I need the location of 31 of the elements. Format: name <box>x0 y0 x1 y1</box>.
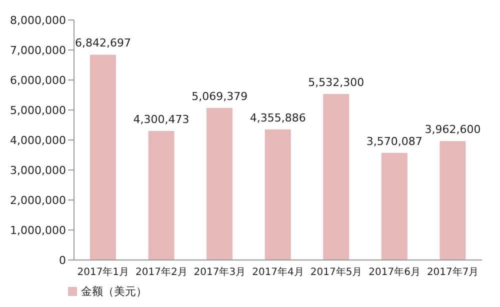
x-tick-label: 2017年4月 <box>252 266 304 278</box>
y-tick-label: 7,000,000 <box>10 44 66 57</box>
data-label: 5,532,300 <box>308 76 364 90</box>
data-label: 5,069,379 <box>192 90 248 103</box>
y-tick-label: 2,000,000 <box>10 194 66 207</box>
legend-label: 金额（美元） <box>81 285 147 298</box>
data-label: 3,570,087 <box>366 134 422 148</box>
data-label: 4,355,886 <box>250 111 306 124</box>
bar <box>323 94 350 260</box>
data-label: 3,962,600 <box>424 123 481 136</box>
bar <box>264 129 291 260</box>
bar <box>90 54 116 260</box>
bar <box>148 130 174 260</box>
x-tick-label: 2017年6月 <box>368 266 420 278</box>
data-label: 4,300,473 <box>133 112 190 126</box>
x-tick-label: 2017年3月 <box>194 266 246 278</box>
x-tick-label: 2017年5月 <box>310 266 362 278</box>
bar <box>381 152 408 260</box>
bar <box>440 141 466 260</box>
y-tick-label: 8,000,000 <box>10 14 66 27</box>
x-tick-label: 2017年1月 <box>77 266 130 278</box>
y-tick-label: 6,000,000 <box>10 74 66 87</box>
y-tick-label: 0 <box>59 254 66 267</box>
x-tick-label: 2017年7月 <box>426 266 479 278</box>
y-tick-label: 5,000,000 <box>10 104 66 117</box>
x-tick-label: 2017年2月 <box>136 266 188 278</box>
bar <box>206 108 233 260</box>
data-label: 6,842,697 <box>75 36 131 50</box>
y-tick-label: 4,000,000 <box>10 134 66 147</box>
y-tick-label: 3,000,000 <box>10 164 66 177</box>
y-tick-label: 1,000,000 <box>10 224 66 237</box>
